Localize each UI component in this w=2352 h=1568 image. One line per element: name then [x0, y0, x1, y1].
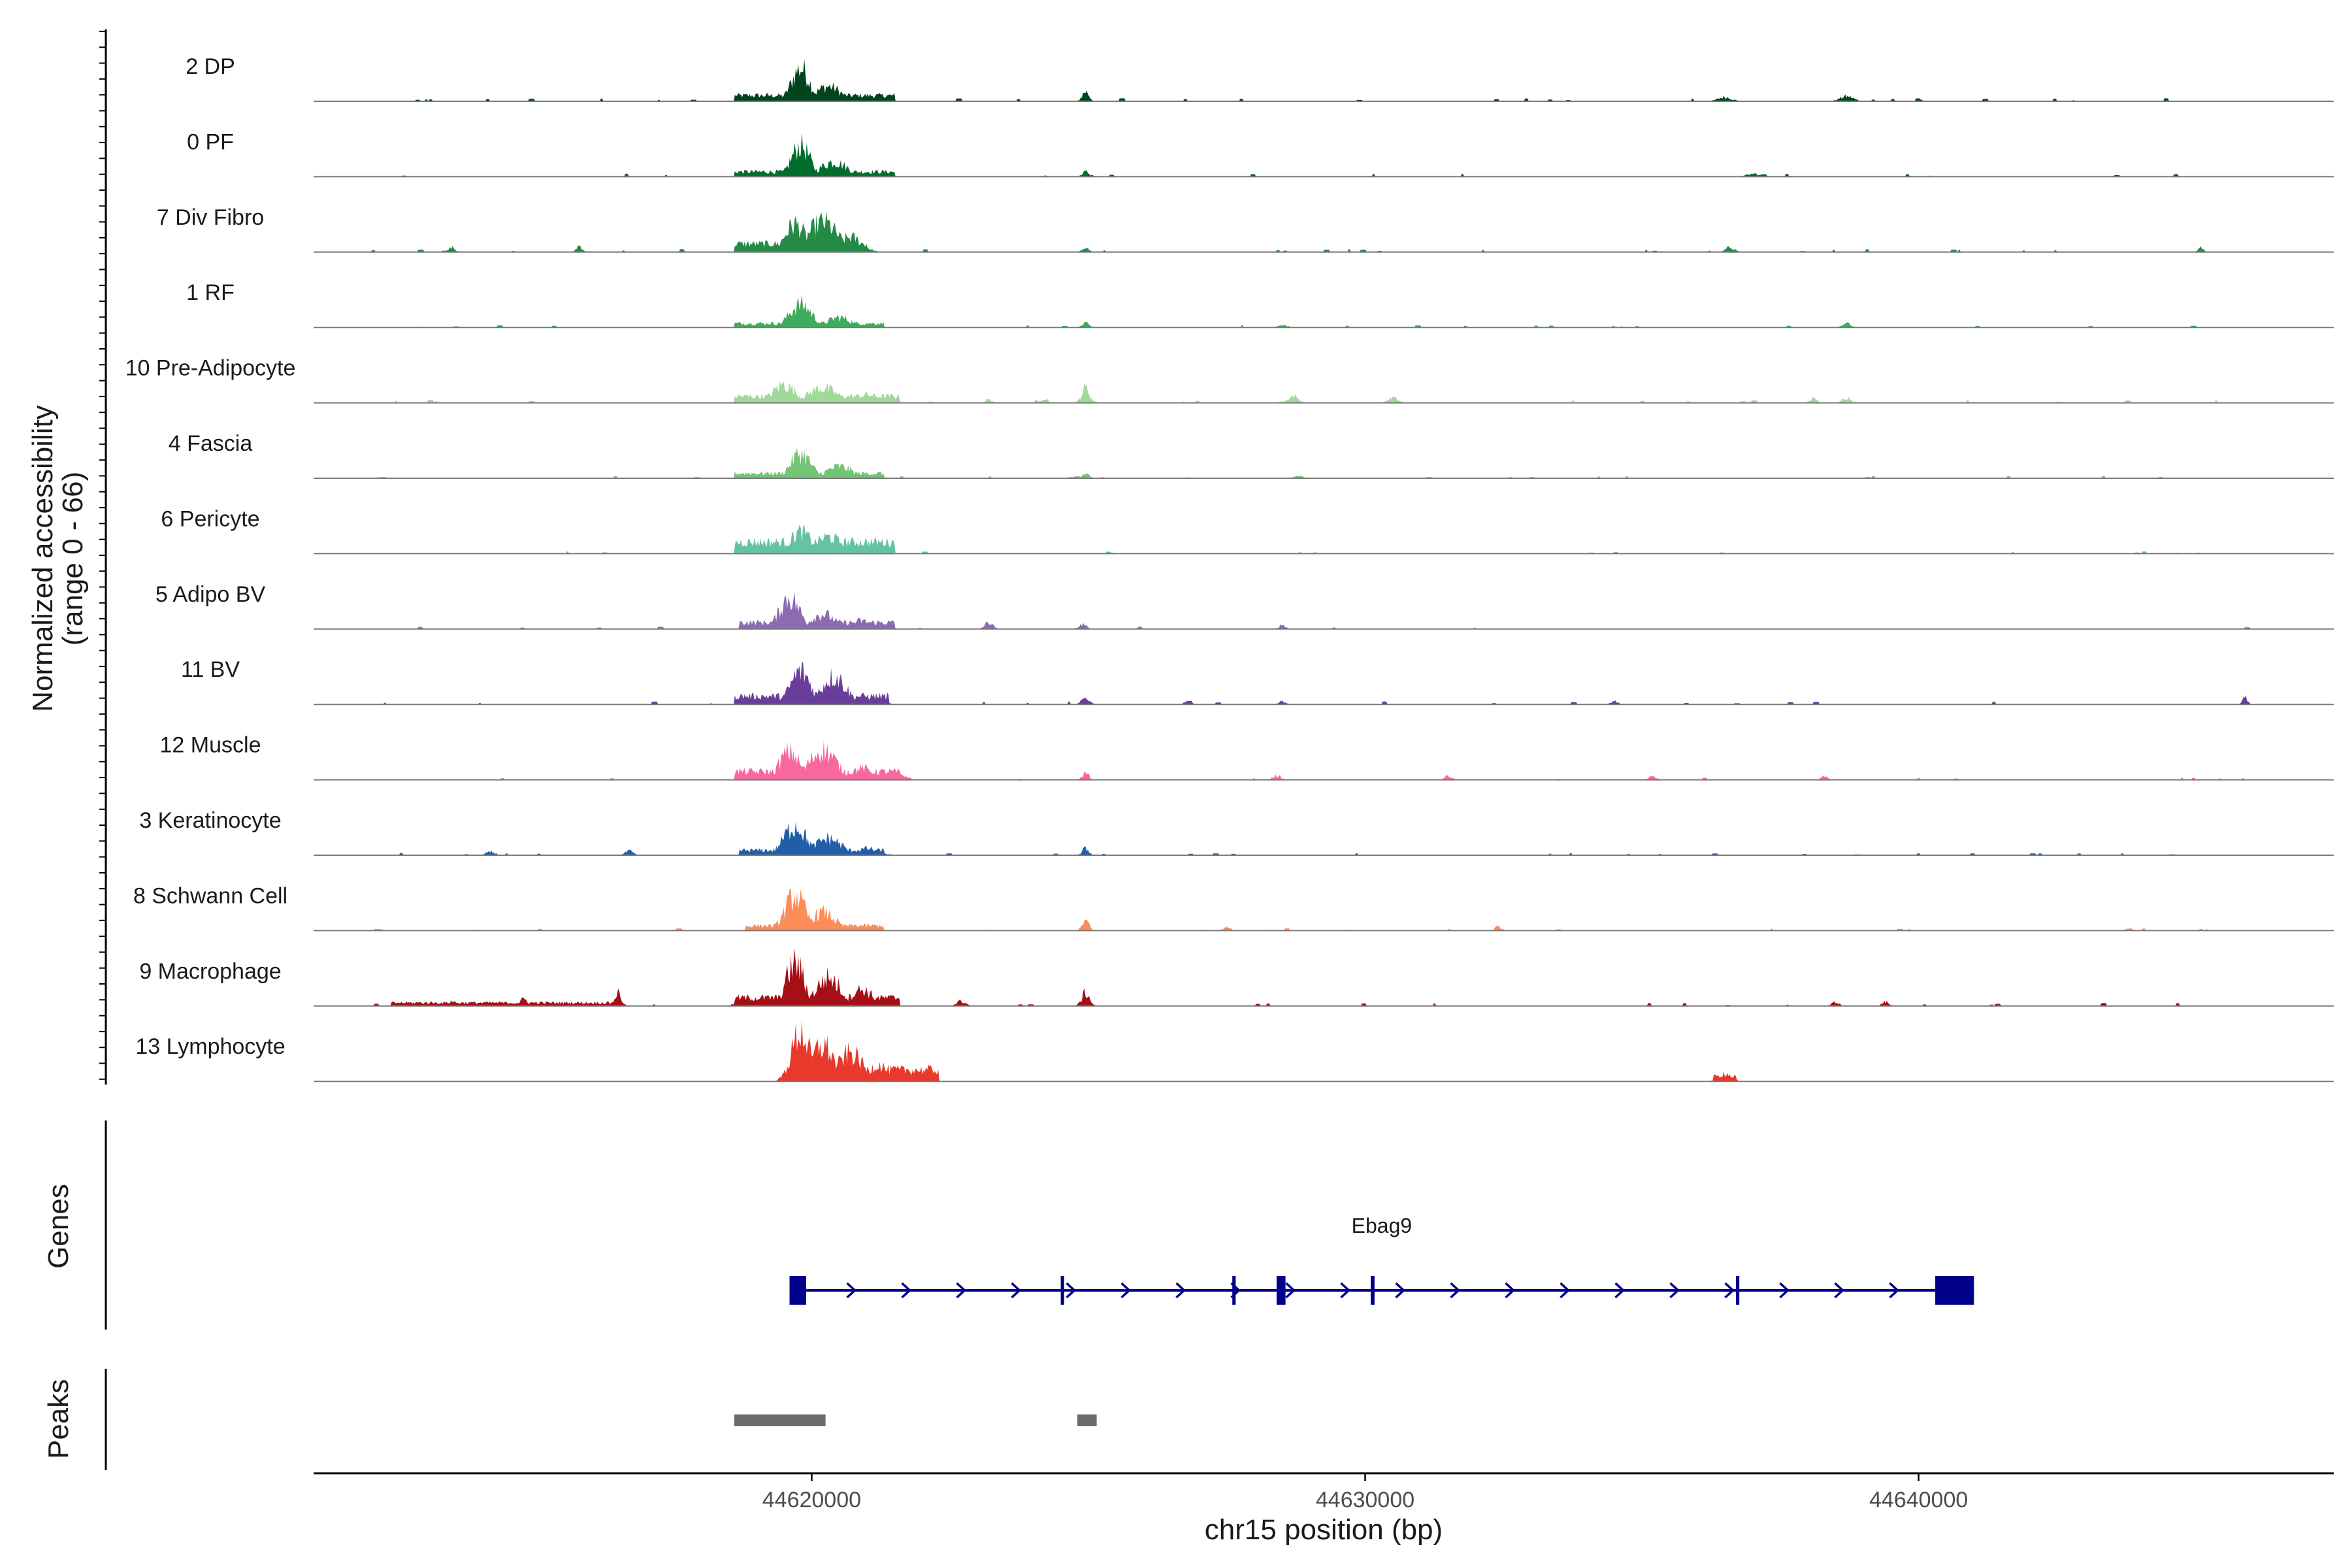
track-label: 5 Adipo BV	[155, 582, 266, 607]
strand-arrow	[1340, 1282, 1351, 1299]
coverage-track: 6 Pericyte	[161, 506, 2334, 555]
coverage-track: 3 Keratinocyte	[139, 808, 2334, 856]
x-tick-label: 44640000	[1869, 1488, 1968, 1512]
x-tick-label: 44630000	[1316, 1488, 1414, 1512]
coverage-tracks: 2 DP 0 PF 7 Div Fibro 1 RF 10 Pre-Adipocyte 4…	[125, 54, 2334, 1083]
coverage-area	[314, 295, 2334, 328]
peak-region	[1077, 1414, 1097, 1426]
coverage-area	[314, 448, 2334, 478]
strand-arrow	[1505, 1282, 1516, 1299]
x-axis-ticks: 44620000 44630000 44640000	[762, 1473, 1968, 1512]
peaks-track-title: Peaks	[42, 1379, 74, 1459]
track-label: 11 BV	[181, 657, 240, 682]
strand-arrow	[1011, 1282, 1022, 1299]
gene-model	[789, 1276, 1974, 1305]
coverage-track: 8 Schwann Cell	[133, 883, 2334, 932]
x-axis-title: chr15 position (bp)	[1205, 1514, 1443, 1546]
coverage-track: 2 DP	[186, 54, 2334, 102]
coverage-track: 9 Macrophage	[139, 948, 2334, 1007]
genes-track-title: Genes	[42, 1184, 74, 1269]
strand-arrow	[1450, 1282, 1461, 1299]
coverage-track: 7 Div Fibro	[157, 205, 2334, 253]
coverage-y-axis-title-line1: Normalized accessibility	[27, 405, 59, 711]
strand-arrow	[1175, 1282, 1186, 1299]
coverage-track: 4 Fascia	[169, 431, 2334, 479]
coverage-area	[314, 1021, 2334, 1082]
x-tick-label: 44620000	[762, 1488, 861, 1512]
gene-exon	[1277, 1276, 1286, 1305]
coverage-y-axis-title-line2: (range 0 - 66)	[57, 472, 89, 646]
strand-arrow	[1560, 1282, 1571, 1299]
track-label: 4 Fascia	[169, 431, 253, 456]
strand-arrow	[1834, 1282, 1845, 1299]
coverage-track: 5 Adipo BV	[155, 582, 2334, 630]
gene-exon	[1371, 1276, 1375, 1305]
track-label: 12 Muscle	[160, 733, 261, 758]
gene-name-label: Ebag9	[1352, 1214, 1413, 1237]
coverage-track: 0 PF	[187, 129, 2334, 178]
strand-arrow	[1669, 1282, 1680, 1299]
track-label: 10 Pre-Adipocyte	[125, 356, 296, 381]
track-label: 7 Div Fibro	[157, 205, 264, 230]
gene-exon	[1060, 1276, 1064, 1305]
coverage-area	[314, 662, 2334, 705]
peak-region	[734, 1414, 826, 1426]
track-label: 3 Keratinocyte	[139, 808, 281, 833]
track-label: 2 DP	[186, 54, 235, 79]
track-label: 1 RF	[186, 280, 235, 305]
strand-arrow	[901, 1282, 912, 1299]
coverage-area	[314, 889, 2334, 931]
gene-exon	[1736, 1276, 1740, 1305]
coverage-area	[314, 380, 2334, 403]
track-label: 8 Schwann Cell	[133, 883, 287, 908]
strand-arrow	[1395, 1282, 1406, 1299]
coverage-track: 10 Pre-Adipocyte	[125, 356, 2334, 404]
strand-arrow	[1120, 1282, 1132, 1299]
coverage-area	[314, 592, 2334, 629]
strand-arrow	[1779, 1282, 1790, 1299]
track-label: 0 PF	[187, 129, 234, 154]
strand-arrow	[1285, 1282, 1296, 1299]
strand-arrow	[1724, 1282, 1735, 1299]
coverage-y-ticks	[99, 31, 106, 1080]
strand-arrow	[1066, 1282, 1077, 1299]
coverage-area	[314, 132, 2334, 177]
gene-exon	[1232, 1276, 1236, 1305]
gene-exon	[1935, 1276, 1974, 1305]
coverage-area	[314, 822, 2334, 855]
peak-regions	[734, 1414, 1097, 1426]
coverage-track: 13 Lymphocyte	[135, 1021, 2334, 1083]
track-label: 9 Macrophage	[139, 959, 281, 984]
coverage-track: 1 RF	[186, 280, 2334, 329]
strand-arrow	[846, 1282, 857, 1299]
strand-arrow	[1614, 1282, 1625, 1299]
coverage-area	[314, 211, 2334, 252]
coverage-track: 12 Muscle	[160, 733, 2334, 781]
coverage-area	[314, 948, 2334, 1006]
strand-arrow	[956, 1282, 967, 1299]
coverage-track: 11 BV	[181, 657, 2334, 706]
gene-exon	[789, 1276, 806, 1305]
track-label: 6 Pericyte	[161, 506, 259, 531]
coverage-area	[314, 524, 2334, 554]
coverage-area	[314, 59, 2334, 101]
strand-arrow	[1889, 1282, 1900, 1299]
coverage-area	[314, 740, 2334, 780]
track-label: 13 Lymphocyte	[135, 1034, 285, 1059]
